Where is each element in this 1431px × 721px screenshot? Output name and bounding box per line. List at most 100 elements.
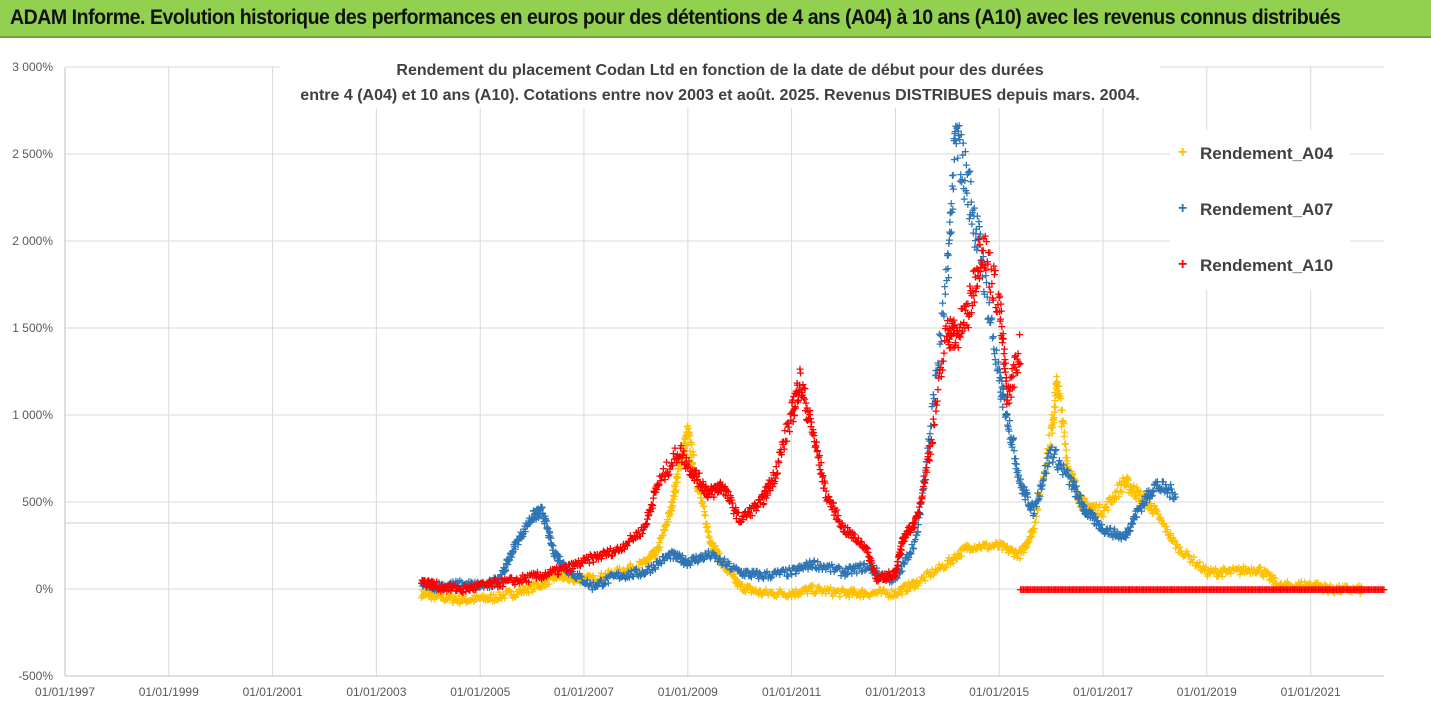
data-point-rendement_a04: + [824, 583, 833, 596]
data-point-rendement_a04: + [644, 553, 653, 566]
data-point-rendement_a04: + [482, 591, 491, 604]
data-point-rendement_a04: + [679, 443, 688, 456]
data-point-rendement_a04: + [880, 585, 889, 598]
data-point-rendement_a04: + [557, 568, 566, 581]
data-point-rendement_a04: + [662, 518, 671, 531]
data-point-rendement_a04: + [661, 518, 670, 531]
data-point-rendement_a04: + [769, 589, 778, 602]
data-point-rendement_a04: + [909, 575, 918, 588]
data-point-rendement_a04: + [663, 515, 672, 528]
data-point-rendement_a04: + [699, 500, 708, 513]
data-point-rendement_a04: + [899, 579, 908, 592]
data-point-rendement_a04: + [564, 570, 573, 583]
data-point-rendement_a04: + [462, 594, 471, 607]
data-point-rendement_a04: + [667, 504, 676, 517]
data-point-rendement_a04: + [525, 578, 534, 591]
data-point-rendement_a04: + [581, 576, 590, 589]
data-point-rendement_a04: + [642, 556, 651, 569]
data-point-rendement_a04: + [674, 463, 683, 476]
data-point-rendement_a04: + [841, 589, 850, 602]
data-point-rendement_a04: + [643, 554, 652, 567]
data-point-rendement_a04: + [789, 587, 798, 600]
data-point-rendement_a04: + [430, 589, 439, 602]
data-point-rendement_a04: + [683, 420, 692, 433]
data-point-rendement_a04: + [803, 583, 812, 596]
data-point-rendement_a04: + [873, 585, 882, 598]
data-point-rendement_a04: + [767, 585, 776, 598]
data-point-rendement_a04: + [818, 586, 827, 599]
data-point-rendement_a04: + [587, 572, 596, 585]
data-point-rendement_a04: + [916, 575, 925, 588]
data-point-rendement_a04: + [856, 586, 865, 599]
data-point-rendement_a04: + [700, 509, 709, 522]
data-point-rendement_a04: + [579, 574, 588, 587]
x-tick-label: 01/01/2017 [1073, 685, 1133, 699]
data-point-rendement_a04: + [862, 587, 871, 600]
data-point-rendement_a04: + [424, 591, 433, 604]
data-point-rendement_a04: + [872, 587, 881, 600]
data-point-rendement_a04: + [822, 582, 831, 595]
data-point-rendement_a04: + [670, 480, 679, 493]
data-point-rendement_a04: + [684, 422, 693, 435]
data-point-rendement_a04: + [542, 571, 551, 584]
data-point-rendement_a04: + [654, 542, 663, 555]
data-point-rendement_a04: + [431, 586, 440, 599]
data-point-rendement_a04: + [619, 563, 628, 576]
data-point-rendement_a04: + [560, 566, 569, 579]
data-point-rendement_a04: + [893, 588, 902, 601]
data-point-rendement_a04: + [876, 583, 885, 596]
data-point-rendement_a04: + [542, 578, 551, 591]
data-point-rendement_a04: + [658, 529, 667, 542]
data-point-rendement_a04: + [843, 586, 852, 599]
data-point-rendement_a04: + [678, 453, 687, 466]
data-point-rendement_a04: + [733, 580, 742, 593]
data-point-rendement_a04: + [470, 589, 479, 602]
data-point-rendement_a04: + [744, 579, 753, 592]
data-point-rendement_a04: + [741, 586, 750, 599]
data-point-rendement_a04: + [483, 593, 492, 606]
data-point-rendement_a04: + [451, 592, 460, 605]
data-point-rendement_a04: + [537, 581, 546, 594]
data-point-rendement_a04: + [815, 582, 824, 595]
data-point-rendement_a10: + [985, 246, 994, 259]
data-point-rendement_a04: + [673, 467, 682, 480]
data-point-rendement_a04: + [515, 585, 524, 598]
data-point-rendement_a04: + [634, 561, 643, 574]
data-point-rendement_a04: + [551, 571, 560, 584]
data-point-rendement_a04: + [655, 536, 664, 549]
data-point-rendement_a04: + [484, 593, 493, 606]
y-tick-label: 0% [36, 582, 54, 596]
data-point-rendement_a04: + [575, 577, 584, 590]
data-point-rendement_a04: + [913, 579, 922, 592]
data-point-rendement_a04: + [664, 507, 673, 520]
data-point-rendement_a04: + [786, 588, 795, 601]
data-point-rendement_a04: + [847, 582, 856, 595]
data-point-rendement_a04: + [683, 428, 692, 441]
data-point-rendement_a04: + [715, 554, 724, 567]
data-point-rendement_a04: + [665, 510, 674, 523]
data-point-rendement_a04: + [682, 439, 691, 452]
data-point-rendement_a04: + [677, 456, 686, 469]
data-point-rendement_a04: + [894, 583, 903, 596]
data-point-rendement_a04: + [819, 584, 828, 597]
data-point-rendement_a04: + [441, 593, 450, 606]
data-point-rendement_a04: + [666, 507, 675, 520]
data-point-rendement_a04: + [570, 575, 579, 588]
data-point-rendement_a04: + [734, 575, 743, 588]
data-point-rendement_a04: + [728, 567, 737, 580]
data-point-rendement_a10: + [933, 395, 942, 408]
data-point-rendement_a04: + [677, 450, 686, 463]
data-point-rendement_a04: + [503, 585, 512, 598]
data-point-rendement_a10: + [1009, 380, 1018, 393]
data-point-rendement_a04: + [751, 582, 760, 595]
data-point-rendement_a04: + [454, 589, 463, 602]
data-point-rendement_a04: + [742, 579, 751, 592]
data-point-rendement_a04: + [874, 583, 883, 596]
data-point-rendement_a04: + [867, 587, 876, 600]
data-point-rendement_a04: + [670, 479, 679, 492]
data-point-rendement_a04: + [577, 572, 586, 585]
data-point-rendement_a04: + [699, 500, 708, 513]
data-point-rendement_a04: + [596, 570, 605, 583]
x-tick-label: 01/01/1999 [139, 685, 199, 699]
x-tick-label: 01/01/2003 [346, 685, 406, 699]
